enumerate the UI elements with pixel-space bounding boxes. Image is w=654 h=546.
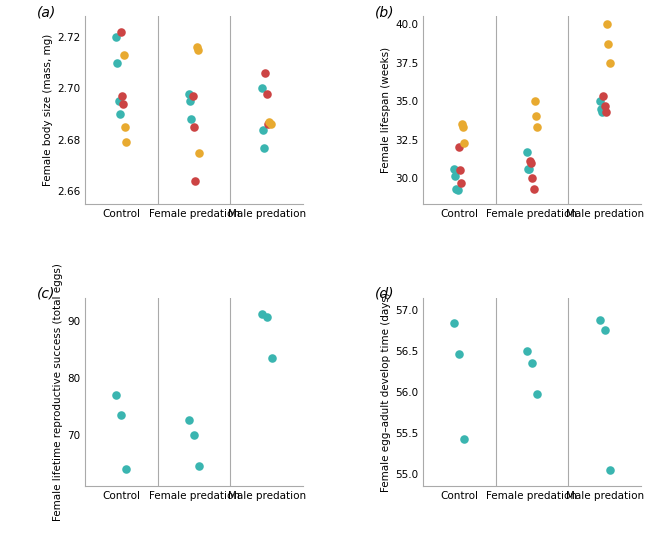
Point xyxy=(193,45,203,54)
Point xyxy=(121,465,131,473)
Point xyxy=(267,218,277,227)
Point xyxy=(454,349,464,358)
Point xyxy=(260,69,271,78)
Point xyxy=(453,186,463,195)
Point xyxy=(190,177,201,186)
Point xyxy=(532,123,542,132)
Point xyxy=(526,158,536,167)
Point xyxy=(266,120,276,129)
Point xyxy=(449,318,459,327)
Point xyxy=(527,174,538,182)
Point xyxy=(189,123,199,132)
Point xyxy=(603,40,613,49)
Y-axis label: Female egg–adult develop time (days): Female egg–adult develop time (days) xyxy=(381,292,390,492)
Point xyxy=(604,465,615,474)
Point xyxy=(184,89,194,98)
Point xyxy=(530,112,541,121)
Point xyxy=(457,120,468,128)
Point xyxy=(599,325,610,334)
Point xyxy=(524,164,534,173)
Point xyxy=(185,97,196,106)
Point xyxy=(594,316,605,324)
Point xyxy=(194,462,204,471)
Y-axis label: Female body size (mass, mg): Female body size (mass, mg) xyxy=(43,34,53,186)
Point xyxy=(450,172,460,181)
Point xyxy=(188,92,198,100)
Point xyxy=(597,108,608,116)
Point xyxy=(256,84,267,93)
Text: (a): (a) xyxy=(37,5,56,19)
Point xyxy=(594,97,605,105)
Point xyxy=(194,149,204,157)
Point xyxy=(453,143,464,152)
Point xyxy=(456,179,466,187)
Point xyxy=(116,92,127,100)
Point xyxy=(532,390,542,399)
Point xyxy=(602,20,612,28)
Text: (b): (b) xyxy=(375,5,394,19)
Point xyxy=(121,138,131,147)
Point xyxy=(259,143,269,152)
Point xyxy=(458,123,468,132)
Point xyxy=(522,347,532,355)
Point xyxy=(256,310,267,318)
Point xyxy=(449,164,459,173)
Point xyxy=(113,97,124,106)
Point xyxy=(525,157,536,165)
Point xyxy=(604,58,615,67)
Point xyxy=(264,117,275,126)
Point xyxy=(262,89,272,98)
Point xyxy=(263,120,273,129)
Point xyxy=(599,102,610,110)
Point xyxy=(596,104,606,113)
Point xyxy=(262,312,272,321)
Point xyxy=(598,92,609,101)
Y-axis label: Female lifetime reproductive success (total eggs): Female lifetime reproductive success (to… xyxy=(53,263,63,521)
Point xyxy=(528,185,539,193)
Point xyxy=(258,125,268,134)
Point xyxy=(530,97,540,105)
Point xyxy=(451,185,462,193)
Point xyxy=(116,411,127,419)
Point xyxy=(111,33,122,41)
Point xyxy=(186,115,197,123)
Point xyxy=(600,108,611,116)
Point xyxy=(523,164,533,173)
Point xyxy=(455,166,465,175)
Point xyxy=(119,51,129,60)
Point xyxy=(120,123,131,132)
Point xyxy=(189,430,199,439)
Point xyxy=(267,353,277,362)
Point xyxy=(459,435,470,444)
Text: (c): (c) xyxy=(37,287,56,301)
Point xyxy=(192,43,202,52)
Point xyxy=(184,416,194,425)
Point xyxy=(116,27,126,36)
Point xyxy=(112,58,123,67)
Point xyxy=(118,99,128,108)
Point xyxy=(526,358,537,367)
Point xyxy=(114,110,125,118)
Point xyxy=(522,147,532,156)
Point xyxy=(459,138,470,147)
Y-axis label: Female lifespan (weeks): Female lifespan (weeks) xyxy=(381,48,390,173)
Text: (d): (d) xyxy=(375,287,394,301)
Point xyxy=(111,390,122,399)
